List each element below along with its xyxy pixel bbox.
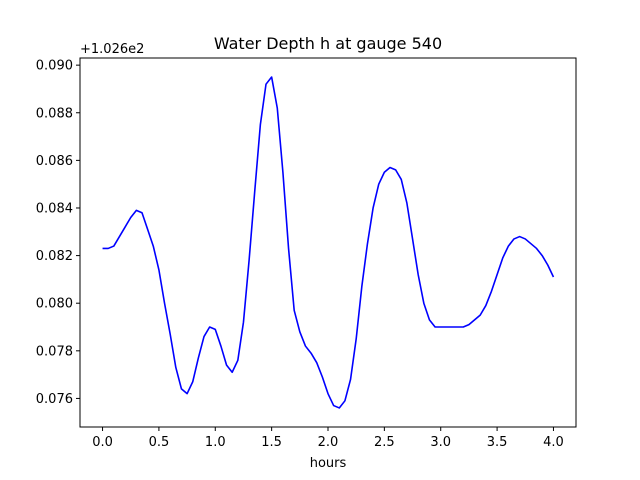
y-tick-label: 0.078	[36, 344, 73, 359]
x-tick-label: 1.5	[261, 435, 282, 450]
x-tick-label: 2.5	[374, 435, 395, 450]
x-tick-label: 0.0	[92, 435, 113, 450]
x-tick-label: 2.0	[318, 435, 339, 450]
x-tick-label: 1.0	[205, 435, 226, 450]
y-offset-label: +1.026e2	[80, 42, 144, 57]
x-axis-label: hours	[310, 456, 347, 471]
y-tick-label: 0.082	[36, 249, 73, 264]
x-tick-label: 0.5	[149, 435, 170, 450]
x-tick-label: 3.5	[487, 435, 508, 450]
y-tick-label: 0.084	[36, 201, 73, 216]
x-tick-label: 4.0	[543, 435, 564, 450]
x-tick-label: 3.0	[430, 435, 451, 450]
series-line-0	[102, 76, 555, 409]
y-tick-label: 0.088	[36, 106, 73, 121]
y-tick-label: 0.086	[36, 154, 73, 169]
plot-area: 0.0 0.5 1.0 1.5 2.0 2.5 3.0 3.5 4.0 0.076 0.078 0.0…	[36, 57, 577, 450]
chart-title: Water Depth h at gauge 540	[214, 34, 442, 53]
y-tick-label: 0.076	[36, 392, 73, 407]
y-tick-label: 0.080	[36, 297, 73, 312]
y-tick-label: 0.090	[36, 59, 73, 74]
